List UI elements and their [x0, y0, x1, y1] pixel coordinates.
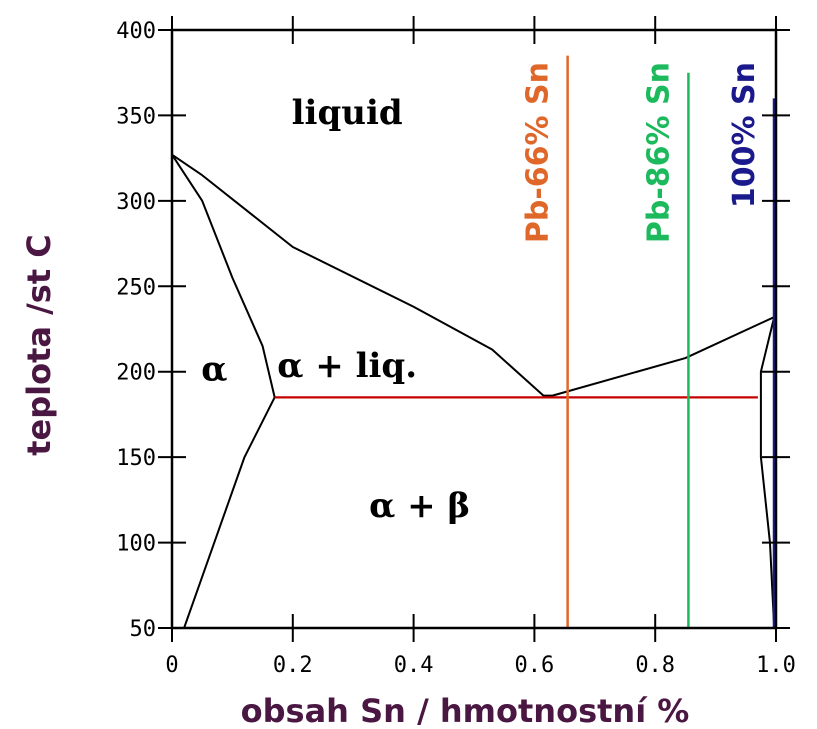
y-tick-label: 350 — [116, 104, 156, 129]
y-tick-label: 150 — [116, 446, 156, 471]
composition-lines: Pb-66% Sn Pb-86% Sn 100% Sn — [521, 55, 776, 628]
x-tick-label: 0.6 — [515, 653, 555, 678]
tick-labels: 50 100 150 200 250 300 350 400 0 0.2 0.4 0.6 0.8 1.0 — [116, 19, 796, 678]
composition-label-1: Pb-86% Sn — [641, 62, 676, 243]
plot-frame — [170, 28, 778, 630]
liquidus-line — [171, 153, 775, 397]
solidus-alpha-line — [171, 154, 276, 398]
y-tick-label: 250 — [116, 275, 156, 300]
x-tick-label: 0 — [165, 653, 178, 678]
composition-label-0: Pb-66% Sn — [521, 62, 556, 243]
region-labels: liquid α α + liq. α + β — [201, 93, 470, 526]
axes — [158, 16, 790, 642]
y-tick-label: 400 — [116, 19, 156, 44]
beta-boundary-line — [759, 316, 776, 629]
y-tick-label: 100 — [116, 532, 156, 557]
solvus-alpha-line — [183, 396, 276, 629]
region-label-3: α + β — [369, 486, 470, 526]
x-tick-label: 0.8 — [635, 653, 675, 678]
x-tick-label: 1.0 — [756, 653, 796, 678]
y-tick-label: 300 — [116, 190, 156, 215]
region-label-2: α + liq. — [277, 346, 417, 386]
y-axis-title: teplota /st C — [20, 234, 58, 456]
region-label-0: liquid — [292, 93, 403, 133]
y-tick-label: 200 — [116, 361, 156, 386]
phase-boundaries — [171, 153, 776, 629]
region-label-1: α — [201, 349, 227, 389]
x-tick-label: 0.4 — [394, 653, 434, 678]
x-tick-label: 0.2 — [273, 653, 313, 678]
x-axis-title: obsah Sn / hmotnostní % — [241, 692, 690, 729]
y-tick-label: 50 — [130, 617, 157, 642]
composition-label-2: 100% Sn — [727, 62, 762, 208]
